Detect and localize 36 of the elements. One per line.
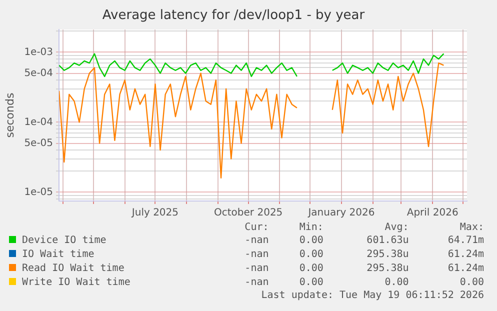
y-tick-label: 5e-04 <box>24 68 54 79</box>
x-tick-label: October 2025 <box>214 208 283 219</box>
text: Avg: <box>384 222 410 234</box>
legend-label: Read IO Wait time <box>22 263 124 274</box>
chart-title: Average latency for /dev/loop1 - by year <box>102 8 366 24</box>
x-tick-label: July 2025 <box>130 208 179 219</box>
legend-label: Device IO time <box>22 235 106 246</box>
text: Min: <box>298 222 324 234</box>
text: Cur: <box>244 222 270 234</box>
text: 601.63u <box>366 234 410 248</box>
text: 0.00 <box>384 276 410 290</box>
y-tick-label: 5e-05 <box>24 138 54 149</box>
legend-label: Write IO Wait time <box>22 277 130 288</box>
text: 64.71m <box>446 234 485 248</box>
legend-label: IO Wait time <box>22 249 94 260</box>
text: 0.00 <box>298 248 324 262</box>
text: 295.38u <box>366 262 410 276</box>
x-tick-label: January 2026 <box>307 208 375 219</box>
text: 0.00 <box>298 276 324 290</box>
text: -nan <box>244 234 270 248</box>
text: 61.24m <box>446 248 485 262</box>
text: -nan <box>244 262 270 276</box>
text: 61.24m <box>446 262 485 276</box>
text: 295.38u <box>366 248 410 262</box>
text: 0.00 <box>298 234 324 248</box>
text: Max: <box>458 222 485 234</box>
y-axis-title: seconds <box>3 92 16 138</box>
x-tick-label: April 2026 <box>406 208 458 219</box>
text: 0.00 <box>298 262 324 276</box>
text: Last update: Tue May 19 06:11:52 2026 <box>260 290 485 302</box>
text: 0.00 <box>458 276 485 290</box>
y-tick-label: 1e-05 <box>24 186 54 198</box>
y-tick-label: 1e-03 <box>24 46 54 58</box>
text: -nan <box>244 276 270 290</box>
y-tick-label: 1e-04 <box>24 116 54 128</box>
text: -nan <box>244 248 270 262</box>
